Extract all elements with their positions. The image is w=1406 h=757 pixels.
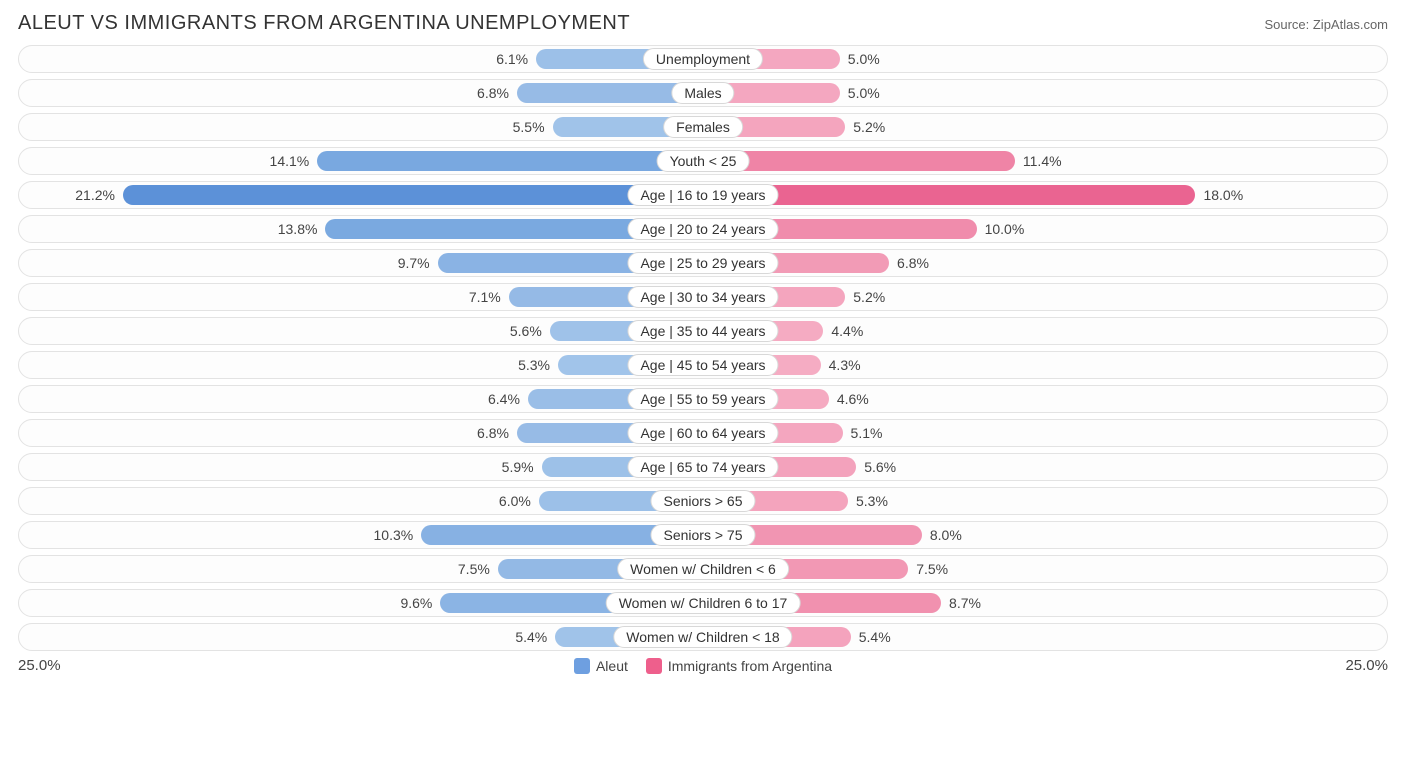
chart-row: 9.7% 6.8% Age | 25 to 29 years — [18, 249, 1388, 277]
chart-row: 21.2% 18.0% Age | 16 to 19 years — [18, 181, 1388, 209]
legend-label-left: Aleut — [596, 658, 628, 674]
chart-row: 5.5% 5.2% Females — [18, 113, 1388, 141]
value-label-right: 5.0% — [848, 46, 880, 72]
bar-left — [317, 151, 703, 171]
category-label: Youth < 25 — [657, 150, 750, 172]
chart-row: 5.4% 5.4% Women w/ Children < 18 — [18, 623, 1388, 651]
value-label-right: 8.0% — [930, 522, 962, 548]
value-label-right: 4.3% — [829, 352, 861, 378]
value-label-right: 5.3% — [856, 488, 888, 514]
value-label-right: 18.0% — [1203, 182, 1243, 208]
category-label: Age | 20 to 24 years — [627, 218, 778, 240]
chart-row: 6.4% 4.6% Age | 55 to 59 years — [18, 385, 1388, 413]
chart-row: 5.3% 4.3% Age | 45 to 54 years — [18, 351, 1388, 379]
category-label: Unemployment — [643, 48, 763, 70]
category-label: Age | 45 to 54 years — [627, 354, 778, 376]
category-label: Women w/ Children 6 to 17 — [606, 592, 801, 614]
chart-row: 5.9% 5.6% Age | 65 to 74 years — [18, 453, 1388, 481]
value-label-right: 8.7% — [949, 590, 981, 616]
value-label-left: 5.6% — [510, 318, 542, 344]
category-label: Seniors > 65 — [651, 490, 756, 512]
value-label-left: 9.7% — [398, 250, 430, 276]
category-label: Females — [663, 116, 743, 138]
value-label-right: 5.4% — [859, 624, 891, 650]
value-label-right: 5.2% — [853, 284, 885, 310]
value-label-left: 5.3% — [518, 352, 550, 378]
category-label: Seniors > 75 — [651, 524, 756, 546]
value-label-right: 10.0% — [985, 216, 1025, 242]
value-label-right: 7.5% — [916, 556, 948, 582]
chart-row: 9.6% 8.7% Women w/ Children 6 to 17 — [18, 589, 1388, 617]
chart-row: 7.1% 5.2% Age | 30 to 34 years — [18, 283, 1388, 311]
axis-right-max: 25.0% — [1308, 657, 1388, 674]
value-label-right: 4.4% — [831, 318, 863, 344]
value-label-left: 6.1% — [496, 46, 528, 72]
legend-item-right: Immigrants from Argentina — [646, 658, 832, 674]
bar-left — [123, 185, 703, 205]
chart-row: 6.8% 5.0% Males — [18, 79, 1388, 107]
chart-row: 6.0% 5.3% Seniors > 65 — [18, 487, 1388, 515]
category-label: Males — [671, 82, 734, 104]
chart-body: 6.1% 5.0% Unemployment 6.8% 5.0% Males 5.5% 5.2… — [18, 45, 1388, 651]
chart-row: 7.5% 7.5% Women w/ Children < 6 — [18, 555, 1388, 583]
value-label-right: 5.0% — [848, 80, 880, 106]
value-label-right: 5.2% — [853, 114, 885, 140]
legend-label-right: Immigrants from Argentina — [668, 658, 832, 674]
value-label-left: 5.5% — [513, 114, 545, 140]
legend-item-left: Aleut — [574, 658, 628, 674]
category-label: Age | 25 to 29 years — [627, 252, 778, 274]
chart-row: 14.1% 11.4% Youth < 25 — [18, 147, 1388, 175]
chart-title: ALEUT VS IMMIGRANTS FROM ARGENTINA UNEMP… — [18, 12, 630, 35]
axis-left-max: 25.0% — [18, 657, 98, 674]
category-label: Age | 35 to 44 years — [627, 320, 778, 342]
category-label: Age | 30 to 34 years — [627, 286, 778, 308]
value-label-left: 6.8% — [477, 420, 509, 446]
chart-row: 10.3% 8.0% Seniors > 75 — [18, 521, 1388, 549]
value-label-left: 6.0% — [499, 488, 531, 514]
value-label-right: 11.4% — [1023, 148, 1062, 174]
value-label-left: 10.3% — [374, 522, 414, 548]
value-label-left: 9.6% — [400, 590, 432, 616]
chart-row: 6.1% 5.0% Unemployment — [18, 45, 1388, 73]
value-label-left: 5.9% — [502, 454, 534, 480]
value-label-left: 7.1% — [469, 284, 501, 310]
category-label: Women w/ Children < 6 — [617, 558, 789, 580]
chart-row: 13.8% 10.0% Age | 20 to 24 years — [18, 215, 1388, 243]
value-label-left: 5.4% — [515, 624, 547, 650]
value-label-right: 4.6% — [837, 386, 869, 412]
category-label: Age | 55 to 59 years — [627, 388, 778, 410]
value-label-left: 7.5% — [458, 556, 490, 582]
value-label-left: 21.2% — [75, 182, 115, 208]
chart-row: 5.6% 4.4% Age | 35 to 44 years — [18, 317, 1388, 345]
category-label: Age | 16 to 19 years — [627, 184, 778, 206]
legend-swatch-left — [574, 658, 590, 674]
value-label-left: 13.8% — [278, 216, 318, 242]
chart-header: ALEUT VS IMMIGRANTS FROM ARGENTINA UNEMP… — [18, 12, 1388, 35]
chart-source: Source: ZipAtlas.com — [1264, 17, 1388, 32]
chart-footer: 25.0% Aleut Immigrants from Argentina 25… — [18, 657, 1388, 674]
chart-row: 6.8% 5.1% Age | 60 to 64 years — [18, 419, 1388, 447]
category-label: Women w/ Children < 18 — [613, 626, 792, 648]
value-label-right: 5.1% — [851, 420, 883, 446]
value-label-left: 6.4% — [488, 386, 520, 412]
legend: Aleut Immigrants from Argentina — [98, 658, 1308, 674]
category-label: Age | 60 to 64 years — [627, 422, 778, 444]
bar-right — [703, 151, 1015, 171]
value-label-right: 5.6% — [864, 454, 896, 480]
category-label: Age | 65 to 74 years — [627, 456, 778, 478]
value-label-left: 14.1% — [270, 148, 310, 174]
legend-swatch-right — [646, 658, 662, 674]
value-label-left: 6.8% — [477, 80, 509, 106]
value-label-right: 6.8% — [897, 250, 929, 276]
